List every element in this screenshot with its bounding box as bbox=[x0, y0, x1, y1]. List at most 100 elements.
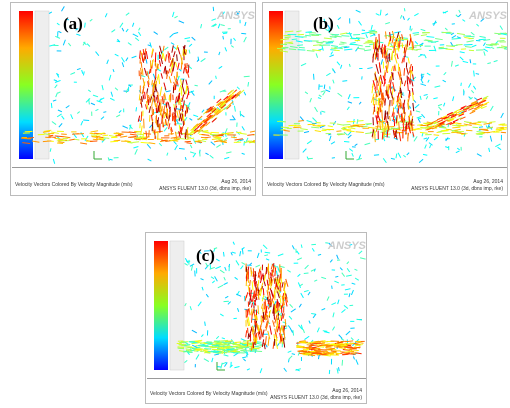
vector bbox=[190, 90, 195, 96]
vector bbox=[489, 135, 493, 142]
vector bbox=[95, 108, 99, 112]
vector bbox=[321, 276, 327, 280]
vector bbox=[377, 76, 381, 87]
vector bbox=[104, 13, 108, 18]
vector bbox=[300, 62, 307, 67]
vector bbox=[494, 32, 501, 35]
vector bbox=[189, 151, 195, 154]
vector bbox=[205, 262, 209, 268]
vector bbox=[420, 83, 427, 87]
vector bbox=[478, 38, 486, 41]
vector bbox=[500, 112, 504, 119]
vector bbox=[297, 273, 301, 278]
vector bbox=[209, 114, 215, 120]
vector bbox=[108, 74, 112, 81]
vector bbox=[401, 42, 404, 49]
vector bbox=[224, 132, 227, 137]
vector bbox=[298, 46, 305, 49]
vector bbox=[297, 351, 301, 356]
vector bbox=[163, 113, 167, 119]
vector bbox=[257, 331, 261, 341]
vector bbox=[177, 137, 186, 140]
vector bbox=[250, 313, 253, 323]
vector bbox=[268, 309, 272, 318]
vector bbox=[263, 314, 267, 321]
vector bbox=[411, 87, 414, 95]
vector bbox=[346, 268, 351, 273]
vector bbox=[443, 116, 450, 120]
vector bbox=[398, 34, 401, 41]
vector bbox=[180, 113, 184, 122]
vector bbox=[483, 48, 489, 52]
vector bbox=[385, 64, 389, 73]
vector bbox=[329, 54, 335, 58]
vector bbox=[336, 130, 342, 132]
vector bbox=[295, 40, 303, 43]
vector bbox=[205, 293, 209, 298]
vector bbox=[182, 114, 185, 121]
vector bbox=[438, 106, 442, 111]
vector bbox=[437, 119, 444, 123]
vector bbox=[98, 137, 105, 140]
vector bbox=[189, 118, 193, 121]
vector bbox=[89, 18, 93, 22]
vector bbox=[266, 290, 270, 299]
vector bbox=[282, 296, 285, 306]
vector bbox=[374, 91, 379, 94]
vector bbox=[473, 85, 477, 90]
vector bbox=[225, 98, 231, 104]
color-bar-labels bbox=[34, 10, 50, 160]
vector bbox=[214, 109, 220, 115]
vector bbox=[83, 41, 87, 46]
vector bbox=[75, 28, 79, 31]
vector bbox=[420, 78, 424, 84]
vector bbox=[469, 97, 473, 100]
vector bbox=[125, 88, 129, 94]
vector bbox=[89, 132, 96, 135]
vector bbox=[442, 10, 449, 14]
vector bbox=[445, 48, 454, 51]
vector bbox=[249, 130, 255, 133]
vector bbox=[22, 142, 31, 145]
vector bbox=[267, 337, 270, 346]
vector bbox=[140, 125, 143, 136]
vector bbox=[188, 129, 194, 135]
vector bbox=[284, 36, 291, 39]
vector bbox=[340, 64, 343, 69]
vector bbox=[276, 291, 280, 299]
vector bbox=[341, 35, 350, 37]
vector bbox=[50, 131, 59, 134]
vector bbox=[214, 353, 220, 356]
vector bbox=[376, 121, 386, 123]
vector bbox=[462, 60, 469, 64]
vector bbox=[298, 119, 304, 122]
vector bbox=[121, 57, 125, 63]
vector bbox=[415, 110, 421, 113]
vector bbox=[235, 260, 240, 266]
vector bbox=[354, 344, 363, 347]
vector bbox=[476, 106, 483, 110]
vector bbox=[218, 138, 224, 141]
vector bbox=[184, 360, 188, 364]
vector bbox=[393, 137, 398, 141]
vector bbox=[92, 94, 99, 98]
vector bbox=[305, 34, 312, 37]
vector bbox=[133, 146, 139, 149]
vector bbox=[216, 98, 222, 104]
vector bbox=[236, 10, 240, 15]
vector bbox=[162, 53, 166, 61]
vector bbox=[48, 11, 53, 15]
vector bbox=[336, 61, 341, 66]
vector bbox=[191, 36, 196, 41]
vector bbox=[148, 106, 152, 113]
vector bbox=[178, 124, 181, 132]
vector bbox=[229, 351, 237, 354]
vector bbox=[204, 131, 212, 134]
vector bbox=[178, 20, 185, 24]
vector bbox=[343, 140, 350, 143]
vector bbox=[442, 79, 447, 83]
vector bbox=[412, 32, 419, 34]
vector bbox=[172, 61, 176, 72]
vector bbox=[220, 362, 223, 369]
vector bbox=[314, 279, 318, 282]
